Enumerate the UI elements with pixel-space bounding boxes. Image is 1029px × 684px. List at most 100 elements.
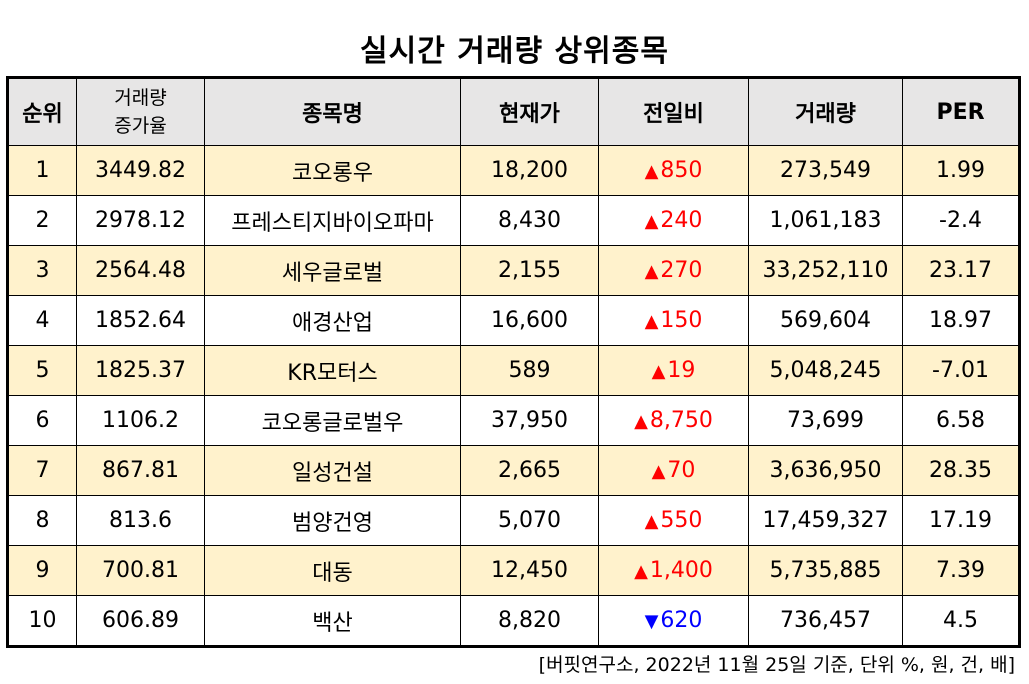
table-row: 4 1852.64 애경산업 16,600 ▲150 569,604 18.97 bbox=[8, 295, 1019, 346]
cell-change: ▲70 bbox=[598, 445, 749, 496]
cell-volume-rate: 606.89 bbox=[76, 595, 205, 646]
cell-stock-name: KR모터스 bbox=[204, 345, 461, 396]
cell-change: ▲550 bbox=[598, 495, 749, 546]
change-value: 1,400 bbox=[649, 558, 713, 583]
cell-volume: 5,048,245 bbox=[748, 345, 903, 396]
cell-rank: 5 bbox=[8, 345, 77, 396]
stock-table: 순위 거래량 증가율 종목명 현재가 전일비 거래량 PER 1 3449.82 코… bbox=[6, 76, 1021, 648]
cell-rank: 2 bbox=[8, 195, 77, 246]
cell-volume: 33,252,110 bbox=[748, 245, 903, 296]
cell-volume-rate: 813.6 bbox=[76, 495, 205, 546]
table-row: 8 813.6 범양건영 5,070 ▲550 17,459,327 17.19 bbox=[8, 495, 1019, 546]
cell-stock-name: 애경산업 bbox=[204, 295, 461, 346]
up-triangle-icon: ▲ bbox=[644, 511, 659, 532]
cell-stock-name: 범양건영 bbox=[204, 495, 461, 546]
table-row: 5 1825.37 KR모터스 589 ▲19 5,048,245 -7.01 bbox=[8, 345, 1019, 396]
cell-per: 18.97 bbox=[902, 295, 1019, 346]
cell-price: 37,950 bbox=[460, 395, 599, 446]
cell-per: 4.5 bbox=[902, 595, 1019, 646]
table-body: 1 3449.82 코오롱우 18,200 ▲850 273,549 1.99 2 2978.1… bbox=[8, 145, 1019, 646]
header-volume: 거래량 bbox=[748, 78, 903, 146]
cell-stock-name: 프레스티지바이오파마 bbox=[204, 195, 461, 246]
up-triangle-icon: ▲ bbox=[644, 211, 659, 232]
cell-change: ▲240 bbox=[598, 195, 749, 246]
table-row: 1 3449.82 코오롱우 18,200 ▲850 273,549 1.99 bbox=[8, 145, 1019, 196]
cell-volume-rate: 3449.82 bbox=[76, 145, 205, 196]
up-triangle-icon: ▲ bbox=[651, 461, 666, 482]
cell-stock-name: 코오롱글로벌우 bbox=[204, 395, 461, 446]
cell-change: ▼620 bbox=[598, 595, 749, 646]
cell-per: 17.19 bbox=[902, 495, 1019, 546]
up-triangle-icon: ▲ bbox=[634, 411, 648, 432]
cell-stock-name: 백산 bbox=[204, 595, 461, 646]
cell-stock-name: 세우글로벌 bbox=[204, 245, 461, 296]
cell-price: 5,070 bbox=[460, 495, 599, 546]
header-change: 전일비 bbox=[598, 78, 749, 146]
cell-per: 1.99 bbox=[902, 145, 1019, 196]
header-volume-rate: 거래량 증가율 bbox=[76, 78, 205, 146]
change-value: 240 bbox=[660, 208, 703, 233]
up-triangle-icon: ▲ bbox=[644, 161, 659, 182]
cell-price: 16,600 bbox=[460, 295, 599, 346]
cell-rank: 4 bbox=[8, 295, 77, 346]
header-price: 현재가 bbox=[460, 78, 599, 146]
cell-volume: 73,699 bbox=[748, 395, 903, 446]
cell-per: -2.4 bbox=[902, 195, 1019, 246]
cell-volume: 17,459,327 bbox=[748, 495, 903, 546]
change-value: 8,750 bbox=[649, 408, 713, 433]
cell-change: ▲1,400 bbox=[598, 545, 749, 596]
cell-per: -7.01 bbox=[902, 345, 1019, 396]
cell-price: 18,200 bbox=[460, 145, 599, 196]
table-row: 3 2564.48 세우글로벌 2,155 ▲270 33,252,110 23.17 bbox=[8, 245, 1019, 296]
cell-volume-rate: 1852.64 bbox=[76, 295, 205, 346]
cell-volume: 1,061,183 bbox=[748, 195, 903, 246]
table-row: 7 867.81 일성건설 2,665 ▲70 3,636,950 28.35 bbox=[8, 445, 1019, 496]
change-value: 850 bbox=[660, 158, 703, 183]
cell-rank: 3 bbox=[8, 245, 77, 296]
cell-price: 2,155 bbox=[460, 245, 599, 296]
down-triangle-icon: ▼ bbox=[644, 611, 659, 632]
table-row: 9 700.81 대동 12,450 ▲1,400 5,735,885 7.39 bbox=[8, 545, 1019, 596]
cell-price: 8,430 bbox=[460, 195, 599, 246]
table-header-row: 순위 거래량 증가율 종목명 현재가 전일비 거래량 PER bbox=[8, 78, 1019, 146]
header-rank: 순위 bbox=[8, 78, 77, 146]
cell-per: 7.39 bbox=[902, 545, 1019, 596]
up-triangle-icon: ▲ bbox=[634, 561, 648, 582]
header-volume-rate-line1: 거래량 bbox=[114, 87, 167, 109]
table-row: 2 2978.12 프레스티지바이오파마 8,430 ▲240 1,061,183 -2.4 bbox=[8, 195, 1019, 246]
cell-price: 589 bbox=[460, 345, 599, 396]
cell-price: 2,665 bbox=[460, 445, 599, 496]
cell-volume-rate: 1106.2 bbox=[76, 395, 205, 446]
cell-volume-rate: 700.81 bbox=[76, 545, 205, 596]
change-value: 550 bbox=[660, 508, 703, 533]
table-row: 6 1106.2 코오롱글로벌우 37,950 ▲8,750 73,699 6.58 bbox=[8, 395, 1019, 446]
footnote: [버핏연구소, 2022년 11월 25일 기준, 단위 %, 원, 건, 배] bbox=[538, 654, 1015, 676]
cell-rank: 9 bbox=[8, 545, 77, 596]
cell-volume-rate: 867.81 bbox=[76, 445, 205, 496]
header-volume-rate-line2: 증가율 bbox=[114, 115, 167, 137]
cell-stock-name: 일성건설 bbox=[204, 445, 461, 496]
cell-per: 28.35 bbox=[902, 445, 1019, 496]
cell-rank: 10 bbox=[8, 595, 77, 646]
cell-change: ▲8,750 bbox=[598, 395, 749, 446]
change-value: 19 bbox=[667, 358, 696, 383]
cell-volume: 3,636,950 bbox=[748, 445, 903, 496]
cell-volume: 736,457 bbox=[748, 595, 903, 646]
cell-change: ▲850 bbox=[598, 145, 749, 196]
cell-volume-rate: 2978.12 bbox=[76, 195, 205, 246]
cell-stock-name: 코오롱우 bbox=[204, 145, 461, 196]
cell-change: ▲150 bbox=[598, 295, 749, 346]
up-triangle-icon: ▲ bbox=[651, 361, 666, 382]
page-title: 실시간 거래량 상위종목 bbox=[360, 34, 669, 69]
up-triangle-icon: ▲ bbox=[644, 311, 659, 332]
cell-volume: 273,549 bbox=[748, 145, 903, 196]
change-value: 270 bbox=[660, 258, 703, 283]
cell-per: 6.58 bbox=[902, 395, 1019, 446]
cell-per: 23.17 bbox=[902, 245, 1019, 296]
header-per: PER bbox=[902, 78, 1019, 146]
change-value: 620 bbox=[660, 608, 703, 633]
cell-volume: 569,604 bbox=[748, 295, 903, 346]
cell-rank: 8 bbox=[8, 495, 77, 546]
cell-rank: 7 bbox=[8, 445, 77, 496]
cell-price: 12,450 bbox=[460, 545, 599, 596]
